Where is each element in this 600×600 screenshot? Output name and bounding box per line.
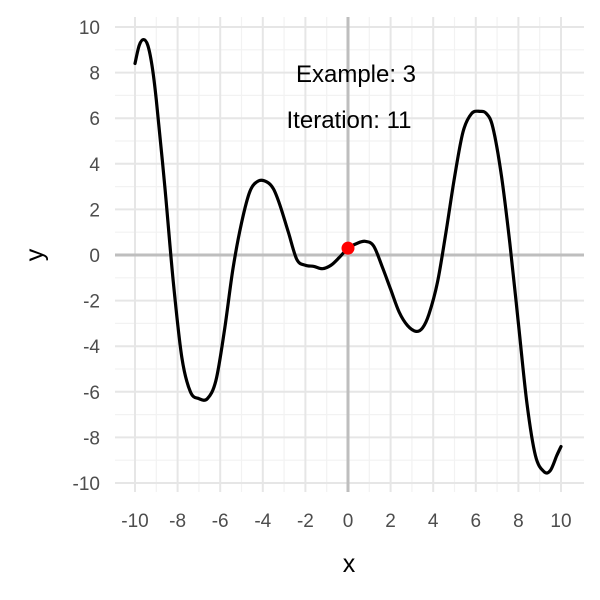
x-tick-label: 4 — [428, 511, 439, 532]
example-annotation: Example: 3 — [296, 61, 416, 88]
y-axis-ticks: 10 8 6 4 2 0 -2 -4 -6 -8 -10 — [73, 18, 101, 495]
x-axis-title: x — [343, 550, 356, 578]
y-tick-label: 0 — [89, 246, 100, 267]
x-tick-label: 8 — [513, 511, 524, 532]
y-tick-label: -10 — [73, 474, 100, 495]
x-tick-label: -2 — [297, 511, 314, 532]
y-tick-label: -2 — [83, 292, 100, 313]
x-tick-label: -10 — [121, 511, 148, 532]
y-tick-label: 6 — [89, 109, 100, 130]
y-tick-label: 4 — [89, 155, 100, 176]
x-tick-label: 10 — [550, 511, 571, 532]
x-tick-label: -6 — [212, 511, 229, 532]
y-tick-label: -6 — [83, 383, 100, 404]
y-tick-label: -8 — [83, 428, 100, 449]
series-line — [133, 37, 563, 475]
x-tick-label: 6 — [471, 511, 482, 532]
point-layer — [341, 241, 355, 255]
x-tick-label: -8 — [169, 511, 186, 532]
highlight-point — [341, 241, 355, 255]
y-tick-label: 2 — [89, 200, 100, 221]
y-tick-label: 10 — [79, 18, 100, 39]
series-layer — [133, 37, 563, 475]
x-tick-label: 0 — [343, 511, 354, 532]
y-tick-label: 8 — [89, 64, 100, 85]
iteration-annotation: Iteration: 11 — [287, 107, 412, 134]
y-tick-label: -4 — [83, 337, 100, 358]
x-axis-ticks: -10 -8 -6 -4 -2 0 2 4 6 8 10 — [121, 511, 571, 532]
x-tick-label: -4 — [254, 511, 271, 532]
x-tick-label: 2 — [385, 511, 396, 532]
y-axis-title: y — [21, 248, 49, 261]
